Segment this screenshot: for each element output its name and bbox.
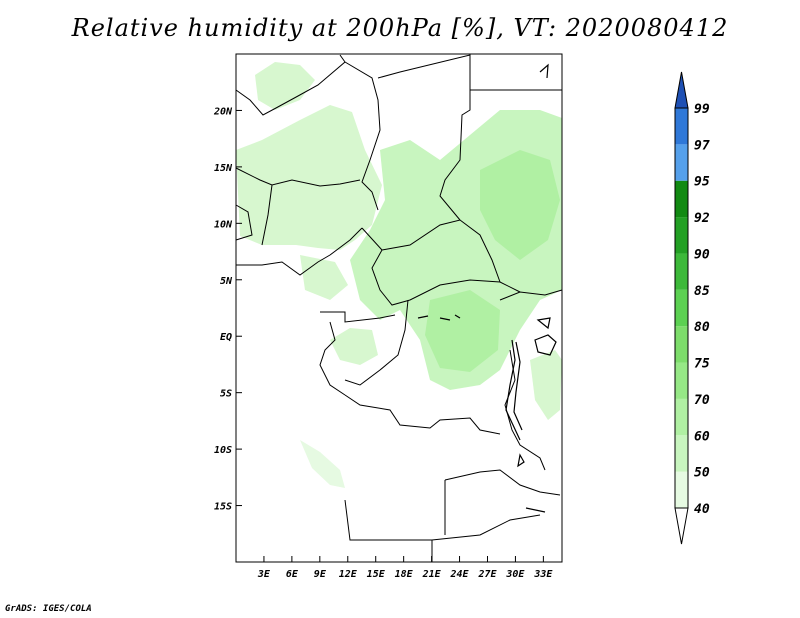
grads-credit: GrADS: IGES/COLA xyxy=(5,604,92,614)
y-tick-label: 15N xyxy=(214,163,233,174)
humidity-region-southeast xyxy=(530,350,562,420)
colorbar-label: 75 xyxy=(694,357,710,372)
x-tick-label: 21E xyxy=(422,569,442,580)
x-tick-label: 27E xyxy=(477,569,497,580)
colorbar-label: 99 xyxy=(694,102,710,117)
x-tick-label: 9E xyxy=(314,569,327,580)
colorbar-box xyxy=(675,398,688,436)
x-tick-label: 3E xyxy=(257,569,271,580)
colorbar-label: 80 xyxy=(694,320,710,335)
colorbar-label: 50 xyxy=(694,466,710,481)
colorbar: 40 50 60 70 75 80 85 90 92 95 97 99 xyxy=(674,71,710,545)
y-tick-label: EQ xyxy=(220,332,232,343)
x-tick-label: 33E xyxy=(533,569,553,580)
colorbar-box xyxy=(675,471,688,508)
x-axis: 3E 6E 9E 12E 15E 18E 21E 24E 27E 30E 33E xyxy=(257,556,553,580)
humidity-region-sahel-west xyxy=(236,105,382,250)
humidity-region-cameroon xyxy=(300,255,348,300)
map-frame xyxy=(235,53,563,563)
x-tick-label: 6E xyxy=(286,569,299,580)
x-tick-label: 18E xyxy=(395,569,414,580)
colorbar-label: 90 xyxy=(694,247,710,262)
colorbar-box xyxy=(675,108,688,145)
colorbar-label: 85 xyxy=(694,284,710,299)
chart-title: Relative humidity at 200hPa [%], VT: 202… xyxy=(71,14,729,42)
humidity-field xyxy=(236,62,562,488)
country-borders xyxy=(235,54,563,562)
colorbar-end-low xyxy=(674,507,689,545)
humidity-region-congo xyxy=(425,290,500,372)
humidity-region-angola-strip xyxy=(300,440,345,488)
y-tick-label: 10N xyxy=(214,219,233,230)
x-tick-label: 24E xyxy=(450,569,470,580)
colorbar-label: 40 xyxy=(694,502,710,517)
colorbar-label: 60 xyxy=(694,429,710,444)
colorbar-end-high xyxy=(674,71,689,109)
lakes xyxy=(417,63,557,513)
y-tick-label: 10S xyxy=(214,445,232,456)
colorbar-label: 97 xyxy=(694,138,710,153)
y-axis: 20N 15N 10N 5N EQ 5S 10S 15S xyxy=(213,106,242,513)
colorbar-box xyxy=(675,180,688,218)
colorbar-box xyxy=(675,362,688,399)
colorbar-box xyxy=(675,217,688,254)
y-tick-label: 15S xyxy=(214,502,232,513)
colorbar-label: 92 xyxy=(694,211,710,226)
y-tick-label: 5S xyxy=(220,389,232,400)
colorbar-box xyxy=(675,326,688,363)
humidity-region-gabon xyxy=(330,328,378,365)
y-tick-label: 5N xyxy=(220,276,233,287)
x-tick-label: 15E xyxy=(367,569,386,580)
x-tick-label: 30E xyxy=(505,569,525,580)
humidity-region-northwest xyxy=(255,62,315,110)
colorbar-label: 70 xyxy=(694,393,710,408)
colorbar-box xyxy=(675,435,688,472)
colorbar-box xyxy=(675,253,688,290)
humidity-region-east xyxy=(480,150,560,260)
colorbar-box xyxy=(675,289,688,327)
y-tick-label: 20N xyxy=(213,106,233,117)
colorbar-label: 95 xyxy=(694,175,710,190)
colorbar-box xyxy=(675,144,688,181)
x-tick-label: 12E xyxy=(339,569,358,580)
